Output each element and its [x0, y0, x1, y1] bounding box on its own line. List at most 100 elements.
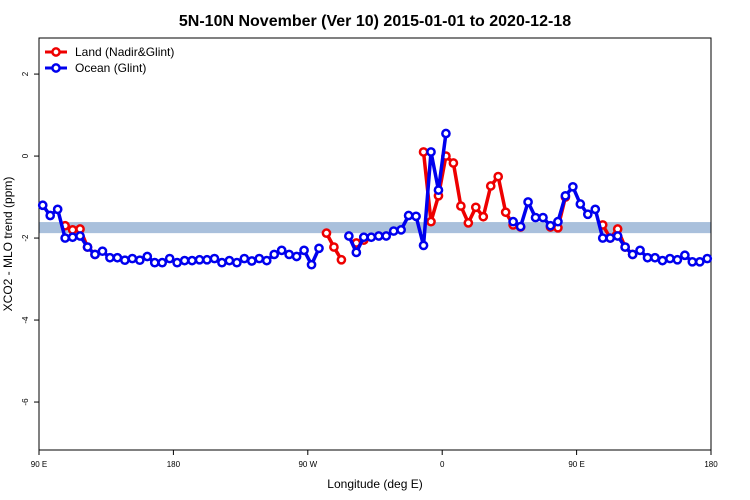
- data-point: [336, 254, 347, 265]
- data-point: [433, 185, 444, 195]
- data-point: [426, 216, 436, 227]
- data-point: [470, 202, 481, 213]
- data-point: [612, 231, 623, 241]
- data-point: [232, 257, 242, 268]
- data-point: [568, 181, 578, 192]
- data-point: [657, 255, 668, 266]
- data-point: [605, 233, 616, 243]
- data-point: [284, 249, 294, 260]
- series-line: [64, 151, 634, 261]
- data-point: [239, 253, 250, 264]
- data-point: [702, 253, 713, 264]
- x-axis-label: Longitude (deg E): [327, 477, 422, 491]
- y-tick-label: 2: [21, 71, 30, 76]
- data-point: [597, 233, 608, 243]
- data-point: [456, 201, 466, 211]
- data-point: [344, 231, 354, 241]
- data-point: [530, 212, 541, 223]
- reference-band: [39, 222, 711, 234]
- data-point: [508, 216, 518, 227]
- data-point: [164, 253, 175, 264]
- x-tick-label: 90 W: [298, 460, 317, 469]
- y-tick-label: -2: [21, 234, 30, 242]
- data-point: [172, 257, 182, 268]
- data-point: [299, 245, 309, 256]
- data-point: [627, 249, 638, 260]
- data-point: [52, 204, 63, 215]
- data-point: [67, 225, 78, 235]
- data-point: [112, 252, 123, 263]
- data-point: [366, 232, 377, 243]
- x-tick-label: 180: [704, 460, 718, 469]
- data-point: [329, 242, 339, 252]
- data-point: [127, 253, 138, 264]
- data-point: [202, 254, 212, 265]
- x-tick-label: 0: [440, 460, 445, 469]
- data-point: [217, 257, 227, 268]
- data-point: [187, 255, 197, 266]
- y-tick-label: 0: [21, 153, 30, 158]
- data-point: [90, 249, 100, 260]
- data-point: [493, 171, 504, 182]
- plot-frame: [38, 37, 712, 451]
- data-point: [418, 240, 429, 251]
- data-point: [500, 207, 511, 218]
- data-point: [97, 246, 108, 257]
- data-point: [590, 204, 601, 215]
- data-point: [373, 231, 384, 241]
- data-point: [680, 250, 690, 261]
- data-point: [582, 209, 593, 220]
- data-point: [82, 242, 93, 252]
- data-point: [620, 242, 630, 252]
- data-point: [538, 212, 548, 223]
- data-point: [67, 232, 78, 243]
- x-tick-label: 90 E: [31, 460, 47, 469]
- data-point: [381, 231, 392, 241]
- data-point: [134, 255, 145, 266]
- data-point: [553, 216, 563, 227]
- data-point: [403, 210, 414, 221]
- data-point: [157, 257, 168, 268]
- data-point: [411, 211, 421, 222]
- data-point: [687, 256, 698, 267]
- data-point: [291, 251, 302, 262]
- data-point: [478, 211, 489, 222]
- data-point: [75, 231, 85, 241]
- data-point: [224, 255, 235, 266]
- data-point: [418, 147, 429, 157]
- data-point: [45, 210, 56, 221]
- data-point: [665, 253, 675, 264]
- data-point: [560, 190, 571, 201]
- data-point: [37, 200, 48, 211]
- data-point: [396, 225, 406, 235]
- legend-marker: [51, 47, 61, 57]
- data-point: [358, 232, 369, 243]
- y-tick-label: -4: [21, 316, 30, 324]
- data-point: [463, 218, 474, 228]
- data-point: [120, 255, 130, 266]
- data-point: [149, 257, 160, 268]
- data-point: [209, 253, 220, 264]
- data-point: [426, 147, 436, 157]
- data-point: [321, 228, 332, 238]
- data-point: [60, 233, 70, 243]
- data-point: [642, 252, 653, 263]
- data-point: [441, 128, 451, 139]
- x-tick-label: 180: [167, 460, 181, 469]
- series-line: [41, 133, 708, 267]
- data-point: [545, 220, 556, 231]
- data-point: [448, 158, 459, 168]
- data-point: [254, 253, 265, 264]
- data-point: [194, 254, 205, 265]
- data-point: [179, 255, 190, 266]
- data-point: [575, 199, 586, 209]
- y-tick-label: -6: [21, 398, 30, 406]
- data-point: [261, 255, 272, 266]
- data-point: [306, 259, 317, 270]
- legend-label: Ocean (Glint): [75, 61, 146, 75]
- data-point: [650, 252, 660, 263]
- data-point: [269, 249, 280, 260]
- data-point: [672, 254, 683, 265]
- data-point: [105, 252, 115, 263]
